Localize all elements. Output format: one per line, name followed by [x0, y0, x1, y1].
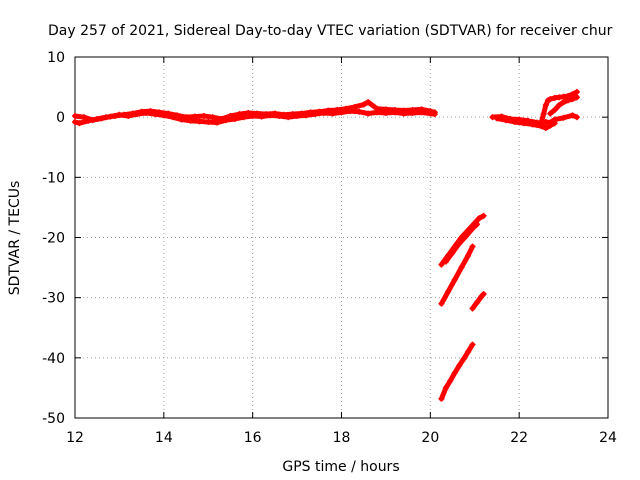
y-tick-label: -20	[42, 231, 65, 247]
data-points	[72, 88, 580, 402]
x-tick-label: 12	[66, 430, 84, 446]
data-point	[469, 341, 476, 348]
x-tick-label: 20	[421, 430, 439, 446]
y-tick-label: -30	[42, 291, 65, 307]
data-point	[573, 114, 580, 121]
y-tick-label: -50	[42, 411, 65, 427]
y-tick-label: -10	[42, 170, 65, 186]
data-point	[573, 88, 580, 95]
data-point	[480, 212, 487, 219]
x-tick-label: 18	[333, 430, 351, 446]
y-axis-label: SDTVAR / TECUs	[7, 181, 23, 296]
y-tick-label: 10	[47, 50, 65, 66]
data-trace	[465, 244, 476, 259]
axis-ticks: 12 14 16 18 20 22 24 10 0 -10 -20 -30 -40 -50	[42, 50, 617, 446]
y-tick-label: -40	[42, 351, 65, 367]
y-tick-label: 0	[56, 110, 65, 126]
data-trace	[465, 342, 476, 355]
x-tick-label: 14	[155, 430, 173, 446]
data-point	[469, 243, 476, 250]
x-tick-label: 16	[244, 430, 262, 446]
data-point	[480, 291, 487, 298]
data-point	[473, 221, 480, 228]
data-point	[431, 111, 438, 118]
data-point	[551, 120, 558, 127]
x-tick-label: 24	[599, 430, 617, 446]
data-trace	[470, 221, 480, 231]
chart-title: Day 257 of 2021, Sidereal Day-to-day VTE…	[48, 23, 613, 39]
x-tick-label: 22	[510, 430, 528, 446]
x-axis-label: GPS time / hours	[282, 459, 399, 475]
data-point	[573, 94, 580, 101]
